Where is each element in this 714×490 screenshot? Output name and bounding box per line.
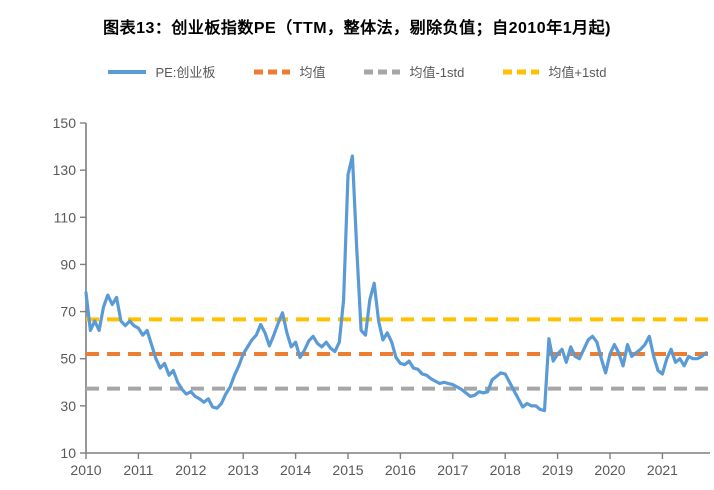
- chart-legend: PE:创业板 均值 均值-1std 均值+1std: [0, 62, 714, 81]
- x-tick-label: 2014: [280, 462, 311, 478]
- legend-item-mean-plus-1std: 均值+1std: [502, 62, 607, 81]
- legend-line-sample: [503, 69, 540, 74]
- x-tick-label: 2020: [594, 462, 625, 478]
- y-tick-label: 10: [60, 445, 76, 461]
- legend-item-mean-minus-1std: 均值-1std: [363, 62, 464, 81]
- x-tick-label: 2010: [70, 462, 101, 478]
- x-tick-label: 2015: [332, 462, 363, 478]
- pe-line-chart: 10 30 50 70 90 110 130 150 2010 2011 2012 2013 2014 2…: [53, 115, 710, 478]
- x-tick-label: 2019: [542, 462, 573, 478]
- x-tick-label: 2012: [175, 462, 206, 478]
- pe-series-line: [84, 154, 708, 413]
- y-tick-label: 130: [53, 162, 77, 178]
- y-tick-label: 90: [60, 256, 76, 272]
- x-tick-label: 2017: [437, 462, 468, 478]
- legend-item-mean: 均值: [253, 62, 325, 81]
- legend-label: 均值: [299, 65, 326, 80]
- legend-item-pe: PE:创业板: [107, 62, 215, 81]
- x-tick-label: 2018: [490, 462, 521, 478]
- legend-label: 均值-1std: [409, 65, 465, 80]
- chart-title: 图表13：创业板指数PE（TTM，整体法，剔除负值；自2010年1月起): [103, 20, 611, 37]
- x-tick-label: 2011: [123, 462, 153, 478]
- legend-line-sample: [364, 69, 401, 74]
- x-tick-label: 2021: [647, 462, 678, 478]
- y-tick-label: 150: [53, 115, 77, 131]
- x-tick-label: 2016: [385, 462, 416, 478]
- legend-label: PE:创业板: [155, 65, 216, 80]
- y-tick-label: 50: [60, 351, 76, 367]
- legend-label: 均值+1std: [548, 65, 607, 80]
- y-tick-label: 70: [60, 304, 76, 320]
- y-tick-label: 30: [60, 398, 76, 414]
- x-tick-label: 2013: [228, 462, 259, 478]
- legend-line-sample: [108, 69, 147, 74]
- y-tick-label: 110: [54, 209, 77, 225]
- legend-line-sample: [254, 69, 291, 74]
